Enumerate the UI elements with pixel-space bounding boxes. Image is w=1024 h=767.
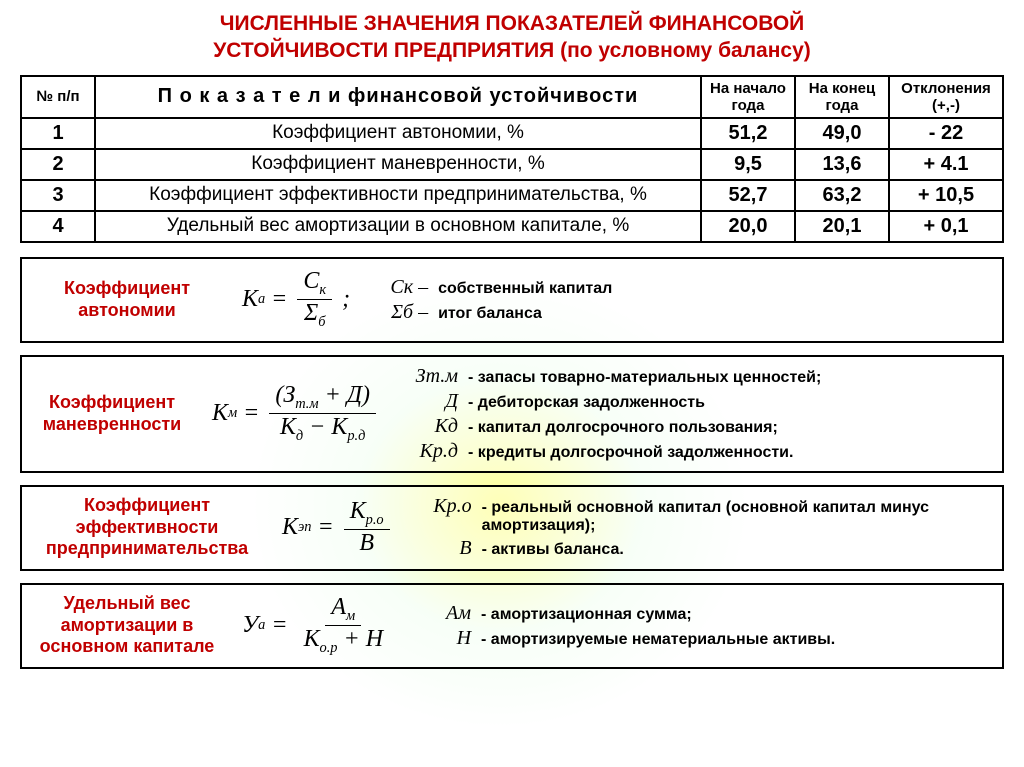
- formula-autonomy: Ка = СкΣб ;: [242, 268, 350, 331]
- col-dev: Отклонения (+,-): [889, 76, 1003, 118]
- table-row: 4 Удельный вес амортизации в основном ка…: [21, 211, 1003, 242]
- formula-label: Коэффициент эффективности предпринимател…: [32, 495, 262, 560]
- page-title: ЧИСЛЕННЫЕ ЗНАЧЕНИЯ ПОКАЗАТЕЛЕЙ ФИНАНСОВО…: [20, 10, 1004, 65]
- formula-box-maneuver: Коэффициент маневренности Км = (Зт.м + Д…: [20, 355, 1004, 473]
- col-num: № п/п: [21, 76, 95, 118]
- table-row: 2 Коэффициент маневренности, % 9,5 13,6 …: [21, 149, 1003, 180]
- formula-box-autonomy: Коэффициент автономии Ка = СкΣб ; Cк –со…: [20, 257, 1004, 343]
- formula-legend: Ам- амортизационная сумма; Н- амортизиру…: [413, 600, 992, 652]
- formula-label: Коэффициент маневренности: [32, 392, 192, 435]
- table-row: 1 Коэффициент автономии, % 51,2 49,0 - 2…: [21, 118, 1003, 149]
- formula-legend: Cк –собственный капитал Σб –итог баланса: [370, 274, 992, 326]
- col-end: На конец года: [795, 76, 889, 118]
- formula-legend: Кр.о- реальный основной капитал (основно…: [414, 493, 992, 562]
- col-desc: П о к а з а т е л и финансовой устойчиво…: [95, 76, 701, 118]
- formula-maneuver: Км = (Зт.м + Д) Кд − Кр.д: [212, 382, 380, 445]
- formula-efficiency: Кэп = Кр.оВ: [282, 498, 394, 557]
- formula-label: Удельный вес амортизации в основном капи…: [32, 593, 222, 658]
- indicators-table: № п/п П о к а з а т е л и финансовой уст…: [20, 75, 1004, 243]
- formula-amortization: Уа = Ам Ко.р + Н: [242, 594, 393, 657]
- formula-label: Коэффициент автономии: [32, 278, 222, 321]
- title-line2: УСТОЙЧИВОСТИ ПРЕДПРИЯТИЯ (по условному б…: [213, 39, 811, 62]
- table-row: 3 Коэффициент эффективности предпринимат…: [21, 180, 1003, 211]
- formula-box-amortization: Удельный вес амортизации в основном капи…: [20, 583, 1004, 669]
- col-start: На начало года: [701, 76, 795, 118]
- title-line1: ЧИСЛЕННЫЕ ЗНАЧЕНИЯ ПОКАЗАТЕЛЕЙ ФИНАНСОВО…: [220, 12, 805, 35]
- formula-legend: Зт.м- запасы товарно-материальных ценнос…: [400, 363, 992, 465]
- formula-box-efficiency: Коэффициент эффективности предпринимател…: [20, 485, 1004, 571]
